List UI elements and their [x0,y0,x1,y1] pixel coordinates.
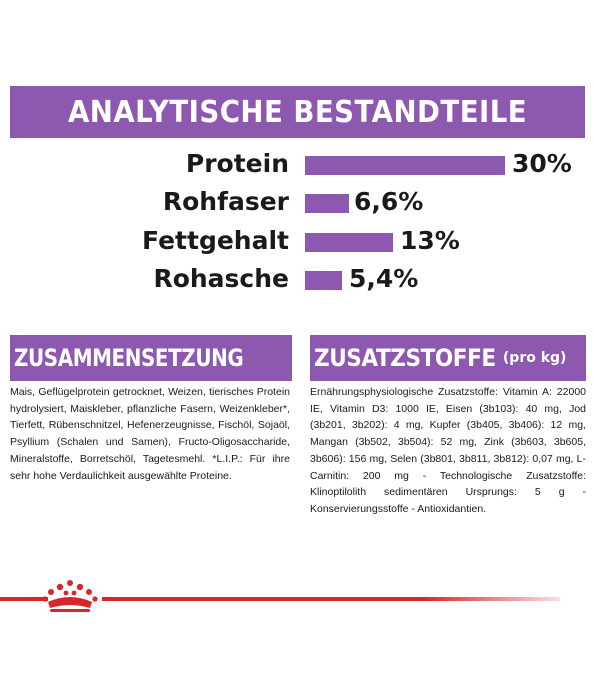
composition-text: Mais, Geflügelprotein getrocknet, Weizen… [10,386,290,482]
nutrient-row-rohfaser: Rohfaser 6,6% [0,184,595,220]
composition-header: ZUSAMMENSETZUNG [10,335,292,381]
additives-title-suffix: (pro kg) [502,350,567,366]
nutrient-bar [305,271,342,290]
nutrient-label: Rohasche [153,264,289,293]
nutrient-value: 13% [400,226,460,255]
additives-title: ZUSATZSTOFFE [314,344,496,372]
nutrient-row-fettgehalt: Fettgehalt 13% [0,223,595,259]
crown-icon [42,580,98,612]
composition-title: ZUSAMMENSETZUNG [14,344,244,372]
nutrient-value: 5,4% [349,264,419,293]
nutrient-label: Fettgehalt [142,226,289,255]
nutrient-value: 6,6% [354,187,424,216]
additives-header: ZUSATZSTOFFE (pro kg) [310,335,586,381]
nutrient-row-rohasche: Rohasche 5,4% [0,261,595,297]
brand-line-right [102,597,560,601]
nutrient-bar [305,156,505,175]
nutrient-value: 30% [512,149,572,178]
nutrient-label: Protein [185,149,289,178]
additives-text: Ernährungsphysiologische Zusatzstoffe: V… [310,386,586,515]
nutrient-bar [305,194,349,213]
analysis-title: ANALYTISCHE BESTANDTEILE [67,94,528,130]
analysis-header: ANALYTISCHE BESTANDTEILE [10,86,585,138]
nutrient-bar [305,233,393,252]
nutrient-row-protein: Protein 30% [0,146,595,182]
brand-line-left [0,597,48,601]
nutrient-label: Rohfaser [162,187,289,216]
